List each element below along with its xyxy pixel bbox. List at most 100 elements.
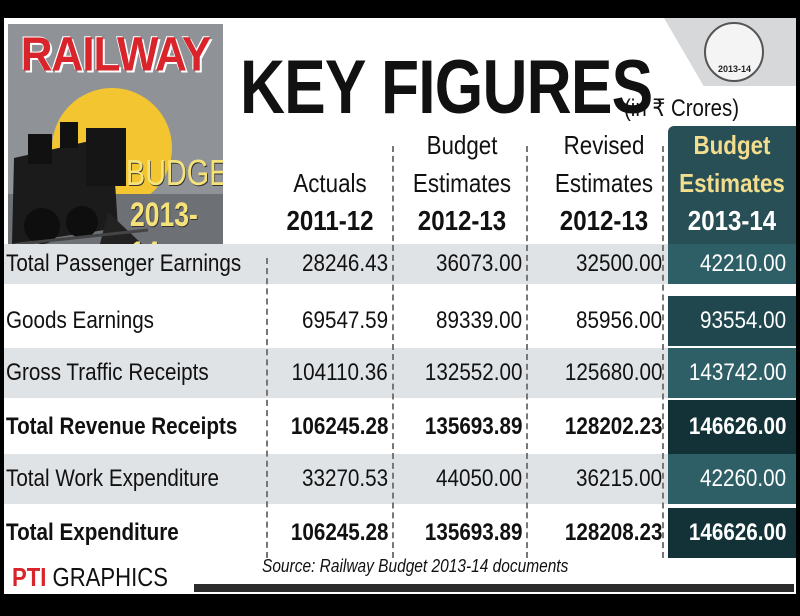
row-label: Total Revenue Receipts (6, 400, 262, 454)
table-row: Total Revenue Receipts 106245.28 135693.89… (4, 400, 796, 454)
column-header-line2: Estimates (412, 168, 512, 198)
column-header-revised-2012: Revised Estimates 2012-13 (549, 126, 659, 240)
table-row: Total Work Expenditure 33270.53 44050.00 36… (4, 454, 796, 504)
value-cell: 106245.28 (266, 508, 388, 558)
value-cell: 143742.00 (668, 348, 786, 398)
value-cell: 42260.00 (668, 454, 786, 504)
value-text: 146626.00 (688, 519, 786, 546)
value-cell: 135693.89 (394, 508, 522, 558)
column-header-line1 (275, 126, 385, 164)
row-label-text: Total Revenue Receipts (6, 413, 238, 440)
row-label: Total Work Expenditure (6, 454, 262, 504)
column-header-budget-2013: Budget Estimates 2013-14 (677, 126, 787, 240)
value-cell: 69547.59 (266, 296, 388, 346)
value-cell: 146626.00 (668, 400, 786, 454)
source-note: Source: Railway Budget 2013-14 documents (262, 556, 569, 576)
value-text: 42260.00 (699, 465, 786, 492)
value-cell: 93554.00 (668, 296, 786, 346)
table-row: Total Expenditure 106245.28 135693.89 12820… (4, 508, 796, 558)
value-cell: 28246.43 (266, 244, 388, 284)
row-label-text: Goods Earnings (6, 307, 155, 334)
logo-railway-text: RAILWAY (20, 27, 211, 82)
row-label: Goods Earnings (6, 296, 262, 346)
value-text: 146626.00 (688, 413, 786, 440)
units-note: (in ₹ Crores) (624, 95, 739, 122)
value-text: 69547.59 (301, 307, 388, 334)
row-label: Total Passenger Earnings (6, 244, 262, 284)
value-cell: 36073.00 (394, 244, 522, 284)
value-text: 128202.23 (564, 413, 662, 440)
pti-graphics-credit: PTI GRAPHICS (12, 562, 168, 593)
value-text: 135693.89 (424, 519, 522, 546)
value-cell: 135693.89 (394, 400, 522, 454)
column-header-year: 2013-14 (687, 205, 777, 236)
final-column-cell-bg (668, 348, 796, 398)
value-cell: 85956.00 (528, 296, 662, 346)
value-text: 106245.28 (290, 519, 388, 546)
value-text: 128208.23 (564, 519, 662, 546)
value-cell: 125680.00 (528, 348, 662, 398)
value-text: 36073.00 (435, 250, 522, 277)
final-column-cell-bg (668, 508, 796, 558)
row-label-text: Total Passenger Earnings (6, 250, 242, 277)
value-cell: 44050.00 (394, 454, 522, 504)
column-header-actuals: Actuals 2011-12 (275, 126, 385, 240)
pti-mark: PTI (12, 562, 47, 592)
final-column-cell-bg (668, 454, 796, 504)
value-text: 125680.00 (564, 359, 662, 386)
value-text: 143742.00 (688, 359, 786, 386)
value-text: 89339.00 (435, 307, 522, 334)
column-header-budget-2012: Budget Estimates 2012-13 (407, 126, 517, 240)
row-label-text: Total Expenditure (6, 519, 179, 546)
column-header-line2: Estimates (554, 168, 654, 198)
locomotive-icon (8, 122, 223, 250)
table-row: Goods Earnings 69547.59 89339.00 85956.00 93… (4, 296, 796, 346)
logo-year-text: 2013-14 (130, 196, 198, 250)
value-cell: 36215.00 (528, 454, 662, 504)
column-divider (266, 258, 268, 558)
railway-budget-logo: RAILWAY BUDGET 2013-14 (8, 24, 223, 250)
value-text: 106245.28 (290, 413, 388, 440)
value-text: 135693.89 (424, 413, 522, 440)
value-text: 28246.43 (301, 250, 388, 277)
value-cell: 128202.23 (528, 400, 662, 454)
column-header-line1: Revised (563, 130, 645, 160)
pti-credit-text: GRAPHICS (52, 562, 168, 592)
row-label: Total Expenditure (6, 508, 262, 558)
row-label: Gross Traffic Receipts (6, 348, 262, 398)
value-cell: 33270.53 (266, 454, 388, 504)
final-column-cell-bg (668, 400, 796, 454)
column-header-line2: Estimates (679, 168, 785, 198)
page-title: KEY FIGURES (240, 45, 653, 130)
value-cell: 132552.00 (394, 348, 522, 398)
value-text: 33270.53 (301, 465, 388, 492)
row-label-text: Gross Traffic Receipts (6, 359, 209, 386)
column-header-year: 2012-13 (417, 205, 507, 236)
value-text: 132552.00 (424, 359, 522, 386)
value-cell: 106245.28 (266, 400, 388, 454)
value-cell: 104110.36 (266, 348, 388, 398)
logo-budget-text: BUDGET (126, 152, 223, 193)
value-cell: 128208.23 (528, 508, 662, 558)
column-divider (526, 146, 528, 558)
column-divider (392, 146, 394, 558)
final-column-cell-bg (668, 296, 796, 346)
table-row: Gross Traffic Receipts 104110.36 132552.00… (4, 348, 796, 398)
row-label-text: Total Work Expenditure (6, 465, 220, 492)
value-cell: 89339.00 (394, 296, 522, 346)
value-cell: 42210.00 (668, 244, 786, 284)
value-text: 44050.00 (435, 465, 522, 492)
infographic-panel: RAILWAY BUDGET 2013-14 KEY FIGURES (in ₹… (4, 18, 796, 594)
final-column-header-bg (668, 126, 796, 262)
value-cell: 32500.00 (528, 244, 662, 284)
column-header-line1: Budget (426, 130, 498, 160)
column-header-line2: Actuals (293, 168, 367, 198)
table-row: Total Passenger Earnings 28246.43 36073.00… (4, 244, 796, 284)
value-cell: 146626.00 (668, 508, 786, 558)
column-header-year: 2012-13 (559, 205, 649, 236)
footer-bar (194, 584, 794, 592)
value-text: 36215.00 (575, 465, 662, 492)
value-text: 93554.00 (699, 307, 786, 334)
railway-seal-icon (704, 22, 764, 82)
seal-year: 2013-14 (718, 64, 752, 74)
